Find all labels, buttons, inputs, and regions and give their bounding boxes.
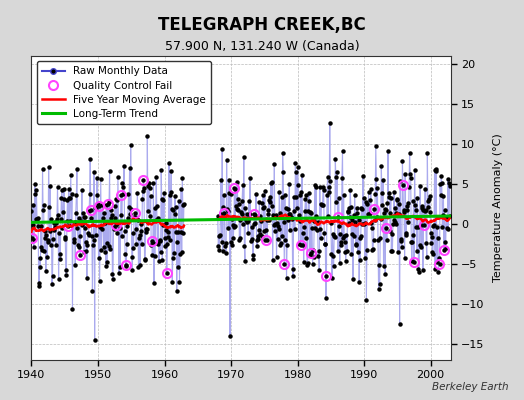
Y-axis label: Temperature Anomaly (°C): Temperature Anomaly (°C) xyxy=(493,134,503,282)
Legend: Raw Monthly Data, Quality Control Fail, Five Year Moving Average, Long-Term Tren: Raw Monthly Data, Quality Control Fail, … xyxy=(37,61,211,124)
Text: TELEGRAPH CREEK,BC: TELEGRAPH CREEK,BC xyxy=(158,16,366,34)
Text: 57.900 N, 131.240 W (Canada): 57.900 N, 131.240 W (Canada) xyxy=(165,40,359,53)
Text: Berkeley Earth: Berkeley Earth xyxy=(432,382,508,392)
